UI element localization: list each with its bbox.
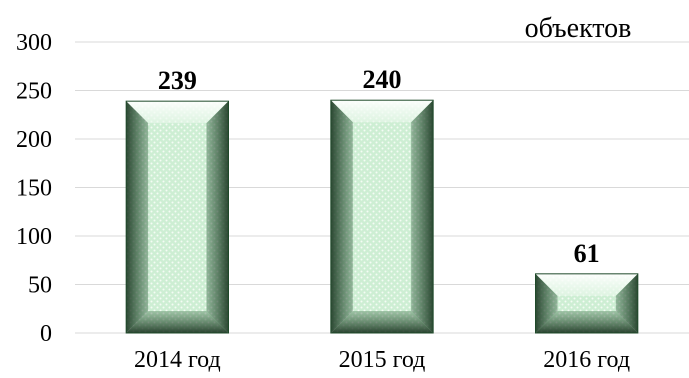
bars (125, 99, 639, 334)
bar (125, 100, 229, 334)
y-tick-label: 250 (16, 79, 52, 105)
x-axis-category-labels: 2014 год 2015 год 2016 год (134, 347, 630, 373)
y-axis-tick-labels: 0 50 100 150 200 250 300 (16, 30, 52, 347)
y-tick-label: 300 (16, 30, 52, 56)
y-tick-label: 200 (16, 127, 52, 153)
x-category-label: 2014 год (134, 347, 221, 373)
bar (535, 273, 639, 334)
x-category-label: 2015 год (339, 347, 426, 373)
data-labels: 239 240 61 (158, 65, 600, 268)
y-tick-label: 100 (16, 224, 52, 250)
x-category-label: 2016 год (543, 347, 630, 373)
unit-label: объектов (525, 13, 632, 44)
bar-value-label: 239 (158, 66, 197, 95)
bar-value-label: 240 (363, 65, 402, 94)
bar-value-label: 61 (574, 239, 600, 268)
y-tick-label: 150 (16, 176, 52, 202)
y-tick-label: 0 (40, 321, 52, 347)
y-tick-label: 50 (28, 273, 52, 299)
bar (330, 99, 434, 334)
